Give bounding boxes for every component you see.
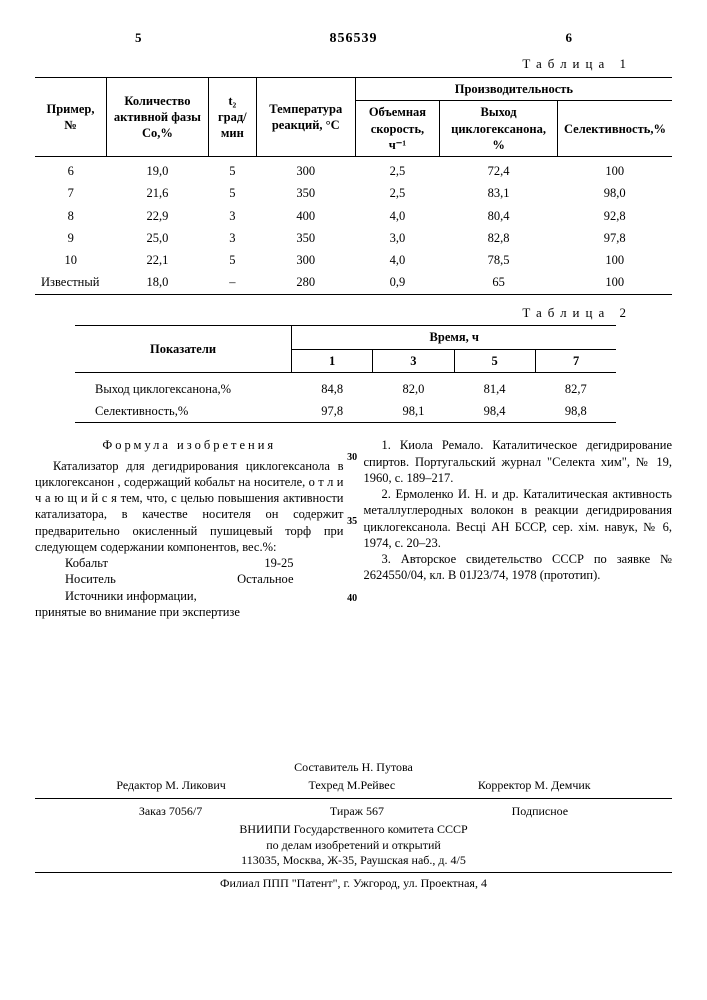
line-marker-35: 35 xyxy=(347,515,357,528)
page-header: 5 856539 6 xyxy=(35,30,672,48)
component-row: НосительОстальное xyxy=(35,571,344,587)
table1: Пример, № Количество активной фазы Со,% … xyxy=(35,77,672,295)
footer-addr1: 113035, Москва, Ж-35, Раушская наб., д. … xyxy=(35,853,672,869)
footer-org1: ВНИИПИ Государственного комитета СССР xyxy=(35,822,672,838)
footer-editor: Редактор М. Ликович xyxy=(116,778,225,794)
footer-corrector: Корректор М. Демчик xyxy=(478,778,591,794)
table-row: 721,653502,583,198,0 xyxy=(35,182,672,204)
formula-title: Формула изобретения xyxy=(35,437,344,453)
reference-2: 2. Ермоленко И. Н. и др. Каталитическая … xyxy=(364,486,673,551)
reference-3: 3. Авторское свидетельство СССР по заявк… xyxy=(364,551,673,584)
formula-body: Катализатор для дегидрирования циклогекс… xyxy=(35,458,344,556)
line-marker-40: 40 xyxy=(347,592,357,605)
table2-head-label: Показатели xyxy=(75,326,292,373)
line-marker-30: 30 xyxy=(347,451,357,464)
page-num-right: 6 xyxy=(566,30,573,48)
table1-col5: Объемная скорость, ч⁻¹ xyxy=(355,101,439,157)
footer-order: Заказ 7056/7 xyxy=(139,804,202,820)
reference-1: 1. Киола Ремало. Каталитическое дегидрир… xyxy=(364,437,673,486)
table1-body: 619,053002,572,4100 721,653502,583,198,0… xyxy=(35,157,672,295)
table1-col2: Количество активной фазы Со,% xyxy=(107,78,209,157)
table1-col1: Пример, № xyxy=(35,78,107,157)
table1-col3: t₂ град/мин xyxy=(208,78,256,157)
page-num-left: 5 xyxy=(135,30,142,48)
table-row: 925,033503,082,897,8 xyxy=(35,227,672,249)
footer-tech: Техред М.Рейвес xyxy=(308,778,395,794)
text-columns: 30 35 40 Формула изобретения Катализатор… xyxy=(35,437,672,620)
table-row: Известный18,0–2800,965100 xyxy=(35,271,672,294)
table2-label: Таблица 2 xyxy=(35,305,632,322)
table2: Показатели Время, ч 1 3 5 7 Выход циклог… xyxy=(75,325,616,423)
sources-sub: принятые во внимание при экспертизе xyxy=(35,604,344,620)
footer-addr2: Филиал ППП "Патент", г. Ужгород, ул. Про… xyxy=(35,876,672,892)
footer-compiler: Составитель Н. Путова xyxy=(35,760,672,776)
right-column: 1. Киола Ремало. Каталитическое дегидрир… xyxy=(364,437,673,620)
table-row: 619,053002,572,4100 xyxy=(35,157,672,183)
table-row: 1022,153004,078,5100 xyxy=(35,249,672,271)
table1-col6: Выход циклогексанона, % xyxy=(440,101,558,157)
table1-col4: Температура реакций, °С xyxy=(256,78,355,157)
footer-podpis: Подписное xyxy=(512,804,569,820)
table1-group: Производительность xyxy=(355,78,672,101)
table-row: Селективность,%97,898,198,498,8 xyxy=(75,400,616,423)
document-number: 856539 xyxy=(330,30,378,48)
component-row: Кобальт19-25 xyxy=(35,555,344,571)
footer-tirazh: Тираж 567 xyxy=(330,804,384,820)
table-row: 822,934004,080,492,8 xyxy=(35,205,672,227)
table2-time-label: Время, ч xyxy=(292,326,617,349)
table1-label: Таблица 1 xyxy=(35,56,632,73)
table1-col7: Селективность,% xyxy=(557,101,672,157)
sources-title: Источники информации, xyxy=(35,588,344,604)
footer-org2: по делам изобретений и открытий xyxy=(35,838,672,854)
footer: Составитель Н. Путова Редактор М. Ликови… xyxy=(35,760,672,891)
table-row: Выход циклогексанона,%84,882,081,482,7 xyxy=(75,372,616,400)
left-column: Формула изобретения Катализатор для деги… xyxy=(35,437,344,620)
